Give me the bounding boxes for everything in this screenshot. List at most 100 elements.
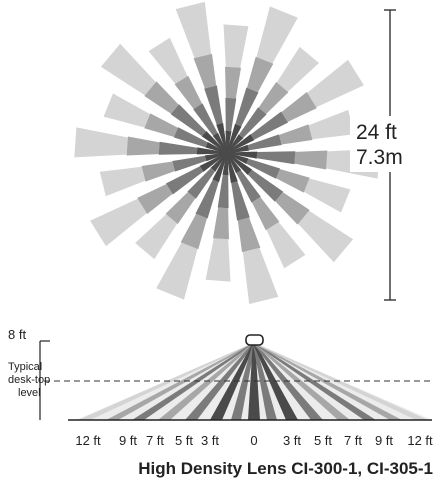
top-view-beam-segment [226, 134, 255, 154]
top-view-beam-segment [205, 142, 228, 154]
side-view-beam [252, 343, 350, 420]
top-view-beam-segment [256, 151, 296, 165]
top-view-beam-segment [90, 198, 147, 247]
side-view-beam [106, 343, 256, 420]
top-view-beam-segment [175, 1, 212, 58]
distance-axis-label: 9 ft [119, 433, 137, 448]
side-view-beam [132, 343, 256, 420]
top-view-beam-segment [141, 161, 175, 182]
top-view-beam-segment [231, 181, 250, 221]
distance-axis-label: 9 ft [375, 433, 393, 448]
top-view-beam-segment [225, 130, 232, 153]
top-view-beam-segment [226, 152, 249, 164]
top-view-beam-segment [235, 87, 259, 127]
top-view-beam-segment [195, 179, 219, 219]
top-view-beam-segment [126, 136, 160, 156]
top-view-beam-segment [205, 238, 231, 282]
top-view-beam-segment [247, 134, 282, 151]
top-view-beam-segment [74, 127, 128, 158]
top-view-beam-segment [226, 144, 250, 154]
top-view-beam-segment [222, 153, 229, 176]
side-view-beam [231, 343, 256, 420]
distance-axis-label: 5 ft [314, 433, 332, 448]
top-view-beam-segment [212, 132, 228, 154]
top-view-beam-segment [226, 152, 253, 175]
distance-axis-label: 3 ft [201, 433, 219, 448]
diagram-caption: High Density Lens CI-300-1, CI-305-1 [138, 459, 433, 478]
distance-axis-label: 3 ft [283, 433, 301, 448]
range-meters-label: 7.3m [356, 146, 403, 169]
top-view-beam-segment [223, 24, 249, 68]
top-view-beam-segment [239, 107, 267, 138]
top-view-beam-segment [226, 123, 242, 154]
top-view-beam-segment [294, 150, 328, 170]
top-view-beam-segment [135, 214, 178, 260]
top-view-beam-segment [226, 134, 244, 154]
distance-axis-label: 0 [250, 433, 257, 448]
top-view-beam-segment [144, 81, 179, 114]
top-view-beam-segment [173, 127, 208, 148]
top-view-pattern [74, 1, 380, 305]
side-view-beam [185, 343, 256, 420]
top-view-beam-segment [250, 111, 289, 140]
top-view-beam-segment [193, 53, 217, 89]
top-view-beam-segment [99, 166, 146, 197]
top-view-beam-segment [246, 158, 281, 179]
top-view-beam-segment [137, 184, 173, 214]
distance-axis-label: 5 ft [175, 433, 193, 448]
top-view-beam-segment [226, 152, 238, 183]
top-view-beam-segment [276, 46, 319, 92]
top-view-beam-segment [158, 141, 198, 155]
top-view-beam-segment [256, 6, 298, 64]
top-view-beam-segment [204, 85, 223, 125]
top-view-beam-segment [308, 109, 355, 140]
top-view-beam-segment [180, 213, 207, 250]
range-dimension: 24 ft 7.3m [350, 9, 418, 301]
top-view-beam-segment [242, 248, 279, 305]
top-view-beam-segment [227, 151, 258, 159]
desk-label-line-2: desk-top [8, 374, 50, 386]
top-view-beam-segment [103, 93, 150, 128]
range-feet-label: 24 ft [356, 121, 397, 144]
top-view-beam-segment [196, 147, 227, 155]
top-view-beam-segment [275, 192, 310, 225]
top-view-beam-segment [225, 66, 241, 99]
distance-axis-labels: 12 ft 9 ft 7 ft 5 ft 3 ft 0 3 ft 5 ft 7 ft 9 ft 12… [75, 433, 433, 448]
top-view-beam-segment [204, 152, 228, 162]
distance-axis-label: 12 ft [75, 433, 101, 448]
side-view-beam [210, 343, 256, 420]
top-view-beam-segment [266, 222, 306, 269]
top-view-beam-segment [170, 104, 206, 137]
top-view-beam-segment [225, 97, 237, 132]
top-view-beam-segment [165, 192, 196, 224]
top-view-beam-segment [156, 242, 198, 300]
distance-axis-label: 7 ft [146, 433, 164, 448]
sensor-icon [245, 334, 264, 346]
height-label: 8 ft [8, 327, 26, 342]
desk-label-line-3: level [18, 387, 41, 399]
top-view-beam-segment [281, 92, 317, 122]
desk-label-line-1: Typical [8, 361, 42, 373]
distance-axis-label: 7 ft [344, 433, 362, 448]
distance-axis-label: 12 ft [407, 433, 433, 448]
top-view-beam-segment [144, 113, 178, 137]
range-label-bg [350, 116, 418, 172]
top-view-beam-segment [100, 43, 156, 96]
top-view-beam-segment [258, 82, 289, 114]
top-view-beam-segment [212, 152, 228, 183]
side-view-beam [252, 343, 428, 420]
top-view-beam-segment [217, 174, 229, 209]
top-view-beam-segment [199, 152, 228, 172]
top-view-beam-segment [172, 155, 207, 172]
top-view-beam-segment [226, 152, 242, 174]
top-view-beam-segment [251, 197, 280, 231]
top-view-beam-segment [247, 56, 274, 93]
top-view-beam-segment [193, 103, 218, 136]
top-view-beam-segment [279, 124, 313, 145]
top-view-beam-segment [213, 207, 229, 240]
top-view-beam-segment [210, 152, 228, 172]
top-view-beam-segment [236, 170, 261, 203]
top-view-beam-segment [304, 178, 351, 213]
